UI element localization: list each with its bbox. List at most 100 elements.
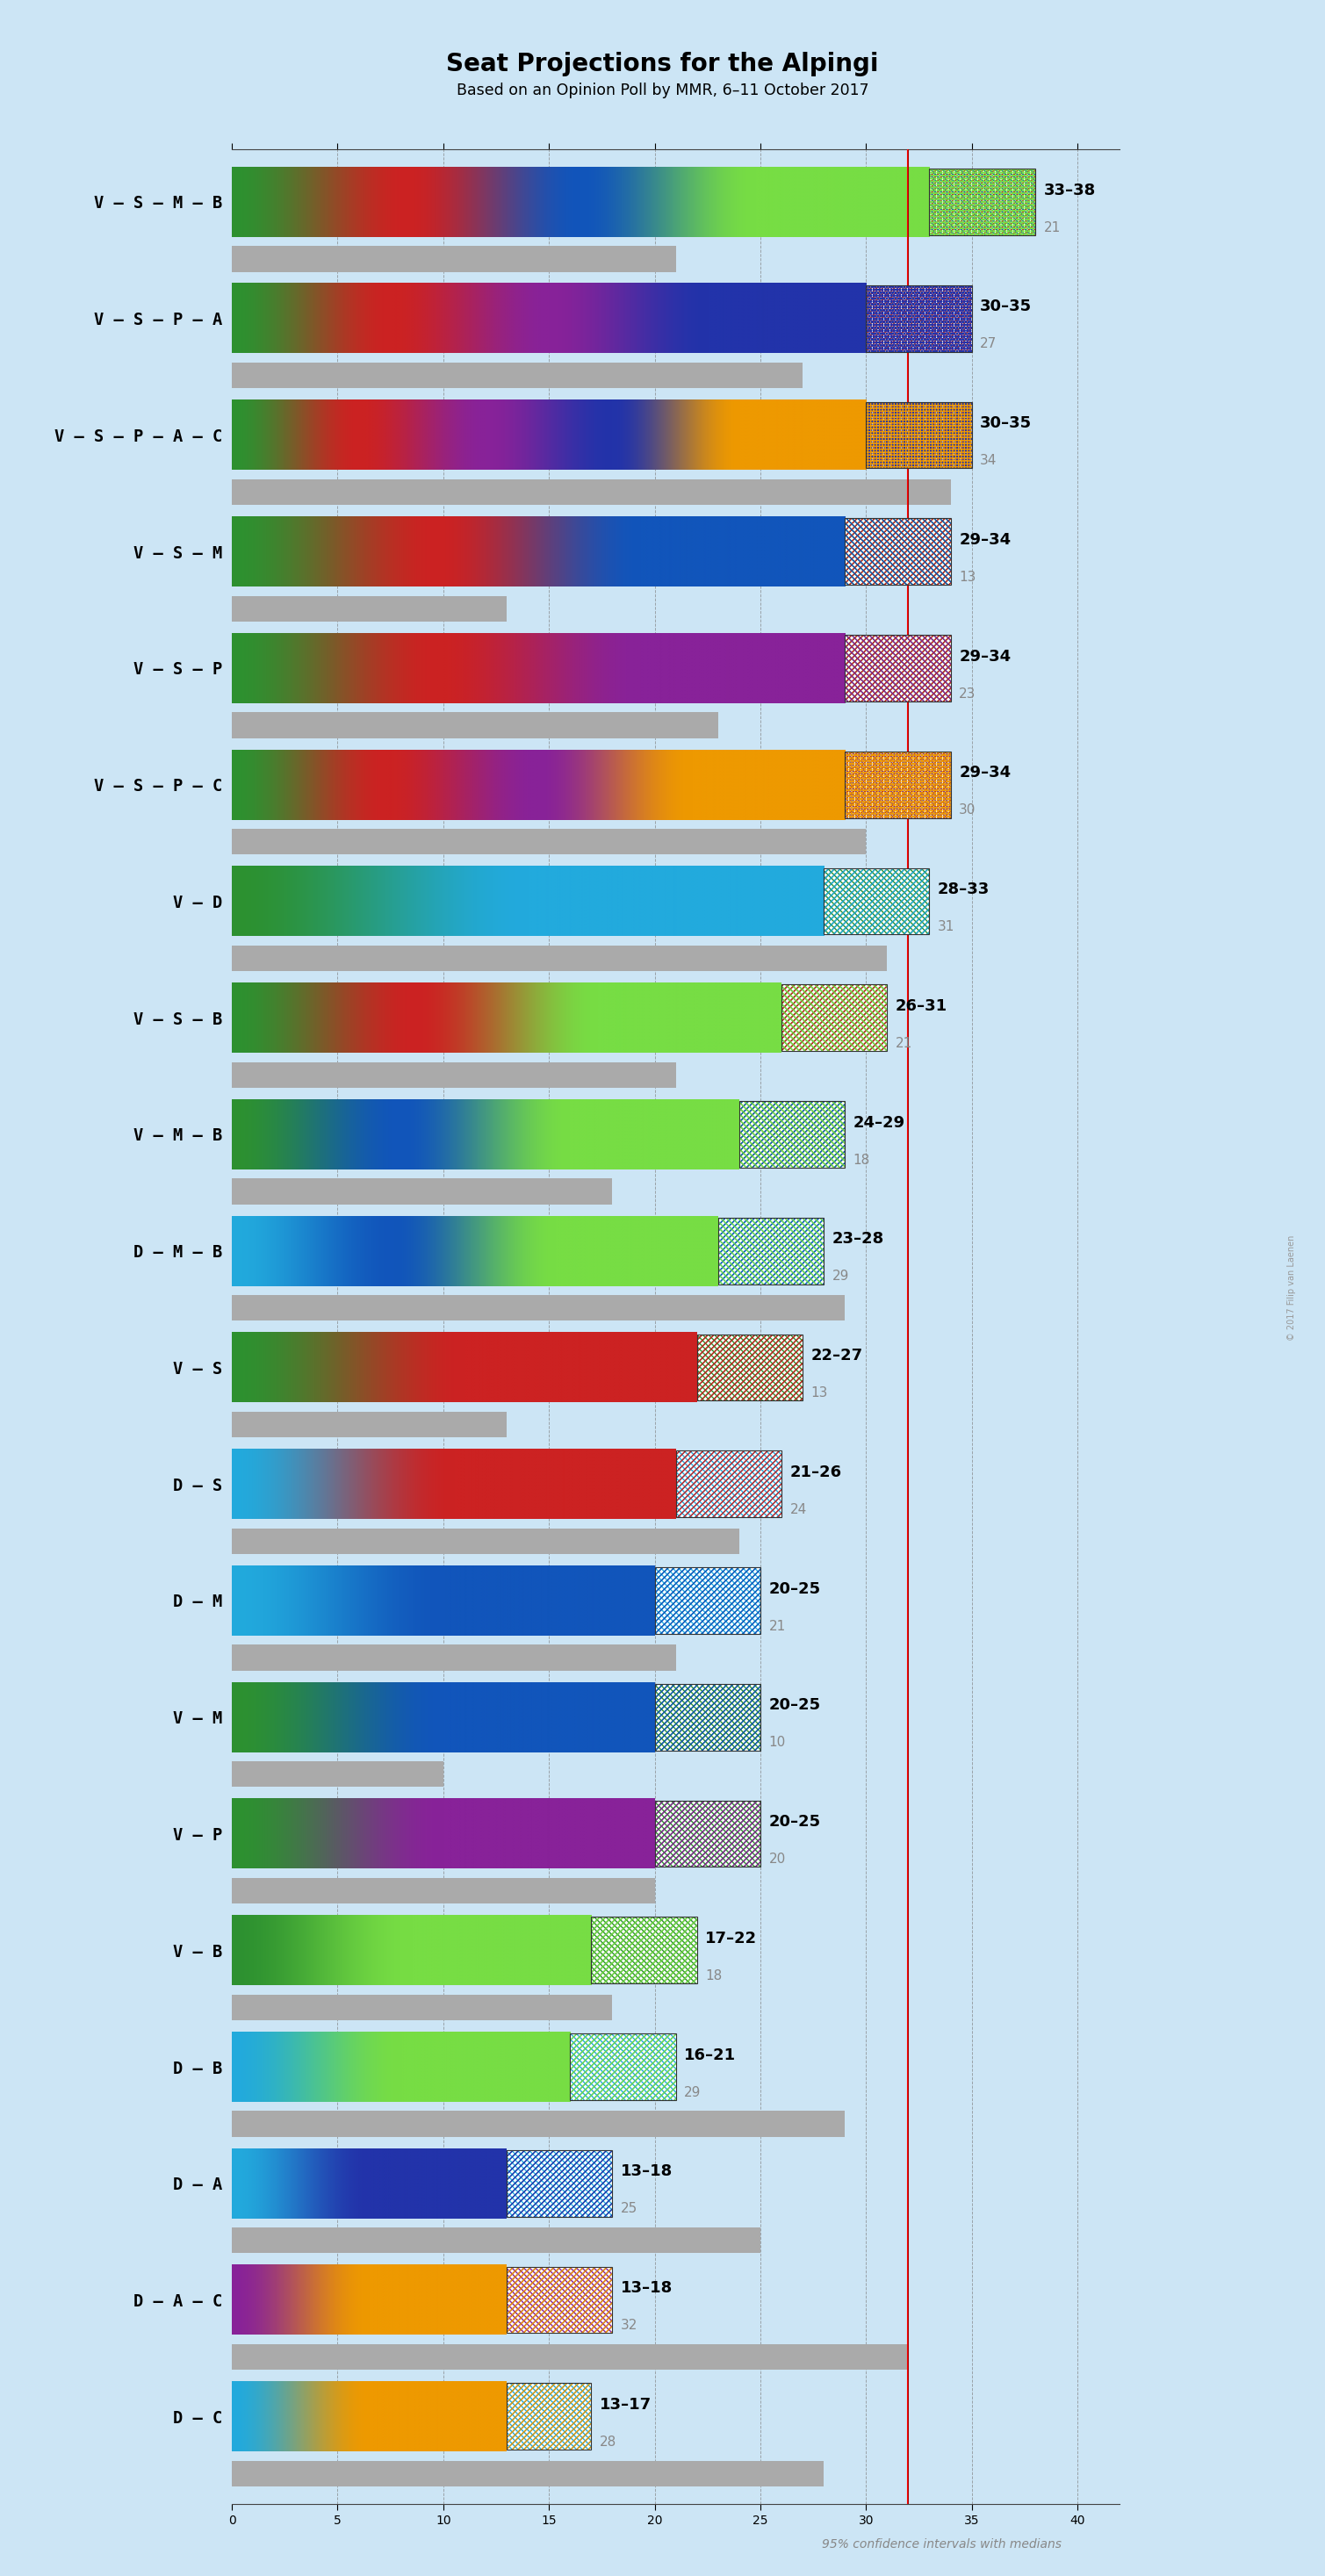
Bar [824,868,929,935]
Text: 32: 32 [621,2318,637,2331]
Bar [232,1296,845,1321]
Bar [655,1801,761,1868]
Bar [718,1218,824,1283]
Bar [845,752,950,817]
Text: 13–17: 13–17 [600,2396,652,2414]
Bar [845,634,950,701]
Bar [782,984,888,1051]
Bar [506,2383,591,2450]
Bar [655,1566,761,1633]
Bar [845,634,950,701]
Bar [929,167,1035,234]
Bar [655,1801,761,1868]
Bar [845,752,950,817]
Bar [570,2032,676,2099]
Text: 21: 21 [896,1036,913,1051]
Bar [718,1218,824,1283]
Text: 26–31: 26–31 [896,999,947,1015]
Bar [506,2151,612,2215]
Text: Based on an Opinion Poll by MMR, 6–11 October 2017: Based on an Opinion Poll by MMR, 6–11 Oc… [456,82,869,98]
Bar [824,868,929,935]
Bar [676,1450,782,1517]
Bar [845,752,950,817]
Bar [591,1917,697,1984]
Bar [655,1685,761,1749]
Bar [867,286,971,353]
Text: 20–25: 20–25 [768,1698,820,1713]
Bar [845,752,950,817]
Text: 28: 28 [600,2434,616,2450]
Bar [697,1334,803,1401]
Text: 21: 21 [768,1620,786,1633]
Bar [824,868,929,935]
Bar [867,402,971,469]
Bar [845,752,950,817]
Bar [867,286,971,353]
Bar [739,1100,845,1167]
Text: 18: 18 [853,1154,871,1167]
Text: 20–25: 20–25 [768,1582,820,1597]
Bar [929,167,1035,234]
Bar [867,402,971,469]
Bar [232,247,676,273]
Bar [570,2032,676,2099]
Bar [845,634,950,701]
Bar [232,1412,506,1437]
Bar [867,286,971,353]
Bar [655,1801,761,1868]
Text: 18: 18 [705,1968,722,1984]
Bar [867,402,971,469]
Text: 20: 20 [768,1852,786,1865]
Text: 29: 29 [684,2087,701,2099]
Bar [697,1334,803,1401]
Bar [718,1218,824,1283]
Text: 29: 29 [832,1270,849,1283]
Bar [867,402,971,469]
Bar [232,1061,676,1087]
Bar [232,1994,612,2020]
Bar [591,1917,697,1984]
Bar [739,1100,845,1167]
Bar [570,2032,676,2099]
Bar [697,1334,803,1401]
Bar [232,363,803,389]
Bar [676,1450,782,1517]
Bar [232,479,950,505]
Bar [232,714,718,737]
Bar [929,167,1035,234]
Text: 28–33: 28–33 [938,881,990,896]
Bar [232,1878,655,1904]
Text: 30: 30 [959,804,977,817]
Text: 27: 27 [981,337,996,350]
Bar [929,167,1035,234]
Text: 23: 23 [959,688,977,701]
Text: 29–34: 29–34 [959,649,1011,665]
Bar [697,1334,803,1401]
Text: 13: 13 [959,572,977,585]
Bar [867,286,971,353]
Bar [845,518,950,585]
Text: 22–27: 22–27 [811,1347,863,1363]
Text: 23–28: 23–28 [832,1231,884,1247]
Text: 13: 13 [811,1386,828,1399]
Bar [232,1180,612,1203]
Text: 25: 25 [621,2202,637,2215]
Bar [867,402,971,469]
Text: 24–29: 24–29 [853,1115,905,1131]
Bar [232,1762,444,1788]
Bar [591,1917,697,1984]
Bar [845,518,950,585]
Bar [845,518,950,585]
Bar [929,167,1035,234]
Bar [655,1801,761,1868]
Bar [232,945,888,971]
Bar [506,2151,612,2215]
Bar [655,1566,761,1633]
Bar [232,2344,908,2370]
Bar [845,518,950,585]
Bar [676,1450,782,1517]
Text: 21: 21 [1044,222,1060,234]
Bar [506,2267,612,2334]
Text: 13–18: 13–18 [621,2280,673,2295]
Text: 33–38: 33–38 [1044,183,1096,198]
